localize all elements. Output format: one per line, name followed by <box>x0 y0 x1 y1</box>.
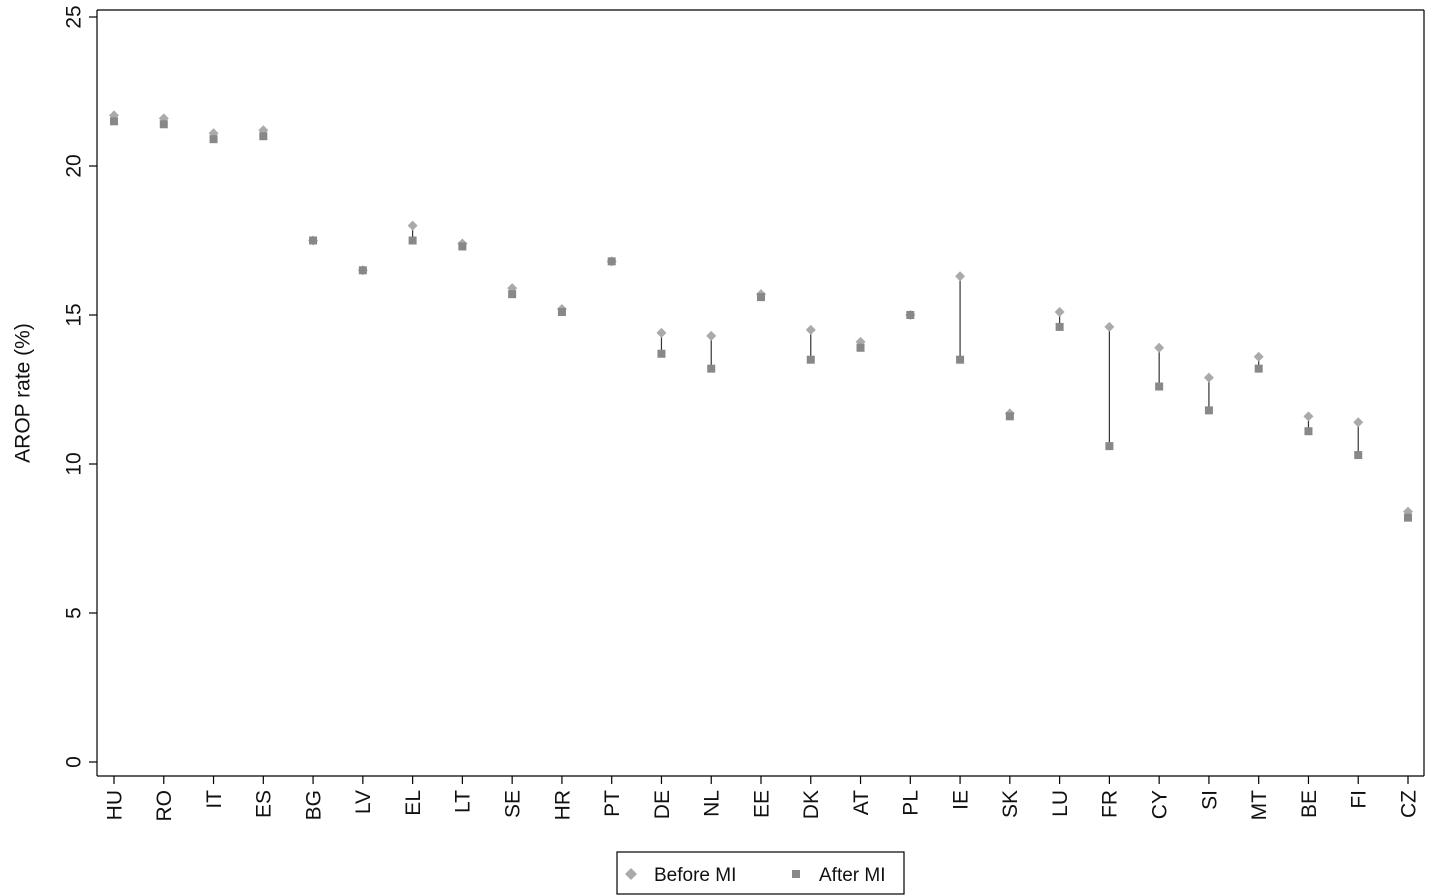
y-tick-label: 25 <box>62 5 85 28</box>
x-tick-label: EE <box>750 790 773 818</box>
point-after-mi <box>309 236 318 245</box>
point-before-mi <box>656 327 667 338</box>
x-ticks: HU RO IT ES BG LV EL LT SE HR PT DE NL EE DK AT PL IE SK LU… <box>103 776 1420 822</box>
point-before-mi <box>805 324 816 335</box>
plot-area <box>96 9 1425 777</box>
point-after-mi <box>806 355 815 364</box>
x-tick-label: LU <box>1049 790 1072 817</box>
point-after-mi <box>1155 382 1164 391</box>
point-before-mi <box>1154 342 1165 353</box>
point-after-mi <box>1404 513 1412 522</box>
x-tick-label: DE <box>651 790 674 819</box>
x-tick-label: ES <box>253 790 276 818</box>
point-after-mi <box>707 364 716 373</box>
point-after-mi <box>1055 322 1064 331</box>
point-after-mi <box>259 132 268 141</box>
y-ticks: 0 5 10 15 20 25 <box>62 5 97 768</box>
point-after-mi <box>209 135 218 144</box>
point-after-mi <box>408 236 417 245</box>
legend-box <box>616 851 905 895</box>
point-before-mi <box>1054 307 1065 318</box>
point-after-mi <box>657 349 666 358</box>
point-after-mi <box>1254 364 1263 373</box>
x-tick-label: BE <box>1298 790 1321 818</box>
point-after-mi <box>757 293 765 302</box>
y-tick-label: 10 <box>62 452 85 475</box>
y-axis-title: AROP rate (%) <box>11 323 34 463</box>
x-tick-label: FI <box>1348 790 1371 809</box>
point-after-mi <box>358 266 367 275</box>
x-tick-label: AT <box>850 790 873 815</box>
x-tick-label: CY <box>1149 790 1172 819</box>
x-tick-label: PT <box>601 790 624 817</box>
x-tick-label: HR <box>551 790 574 820</box>
point-before-mi <box>1104 321 1115 332</box>
y-tick-label: 20 <box>62 154 85 177</box>
x-tick-label: MT <box>1248 790 1271 820</box>
x-tick-label: PL <box>900 790 923 816</box>
point-before-mi <box>1253 351 1264 362</box>
x-tick-label: RO <box>153 790 176 822</box>
point-after-mi <box>1204 406 1213 415</box>
point-after-mi <box>956 355 965 364</box>
y-tick-label: 5 <box>62 607 85 619</box>
point-after-mi <box>110 117 118 126</box>
point-after-mi <box>1105 442 1114 451</box>
point-before-mi <box>1353 417 1364 428</box>
point-after-mi <box>856 343 865 352</box>
legend-label-before-mi: Before MI <box>654 865 736 886</box>
point-after-mi <box>159 120 168 129</box>
point-after-mi <box>1354 451 1363 460</box>
point-after-mi <box>508 290 517 299</box>
point-before-mi <box>706 330 717 341</box>
point-before-mi <box>955 271 966 282</box>
x-tick-label: HU <box>103 790 126 820</box>
x-tick-label: SK <box>999 790 1022 818</box>
x-tick-label: NL <box>701 790 724 817</box>
point-before-mi <box>1203 372 1214 383</box>
legend-marker-after-mi <box>792 870 800 878</box>
x-tick-label: FR <box>1099 790 1122 818</box>
x-tick-label: IE <box>949 790 972 810</box>
markers <box>109 110 1413 522</box>
legend: Before MI After MI <box>616 851 905 895</box>
x-tick-label: IT <box>203 790 226 809</box>
x-tick-label: BG <box>302 790 325 820</box>
point-after-mi <box>1304 427 1313 436</box>
x-tick-label: SE <box>502 790 525 818</box>
legend-label-after-mi: After MI <box>819 865 886 886</box>
x-tick-label: SI <box>1198 790 1221 810</box>
point-after-mi <box>1005 412 1014 421</box>
x-tick-label: EL <box>402 790 425 816</box>
y-tick-label: 15 <box>62 303 85 326</box>
point-after-mi <box>906 311 915 319</box>
range-lines <box>113 115 1409 518</box>
legend-marker-before-mi <box>625 868 637 880</box>
point-before-mi <box>407 220 418 231</box>
y-tick-label: 0 <box>62 756 85 768</box>
point-after-mi <box>458 242 467 251</box>
point-after-mi <box>557 308 566 317</box>
point-after-mi <box>607 257 616 266</box>
x-tick-label: DK <box>800 790 823 819</box>
point-before-mi <box>1303 411 1314 422</box>
x-tick-label: LT <box>452 790 475 813</box>
x-tick-label: LV <box>352 790 375 814</box>
x-tick-label: CZ <box>1397 790 1420 818</box>
